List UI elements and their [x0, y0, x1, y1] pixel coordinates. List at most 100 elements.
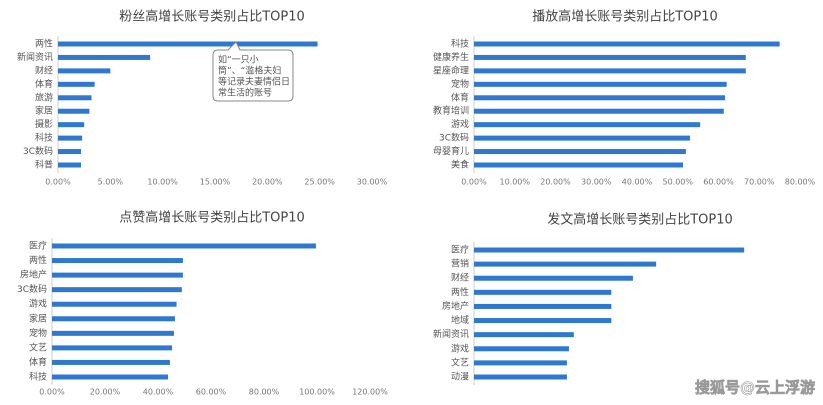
chart-title: 播放高增长账号类别占比TOP10 — [532, 9, 718, 25]
bar — [52, 374, 169, 380]
x-tick-label: 5.00% — [98, 178, 124, 187]
category-label: 体育 — [451, 91, 469, 103]
x-tick-label: 40.00% — [622, 178, 653, 187]
bar — [58, 81, 95, 87]
category-label: 科技 — [451, 38, 469, 50]
x-tick-label: 10.00% — [147, 178, 178, 187]
bar — [58, 149, 82, 155]
x-tick-label: 10.00% — [499, 178, 530, 187]
bar — [474, 95, 726, 101]
category-label: 地域 — [451, 314, 469, 326]
category-label: 家居 — [29, 312, 47, 324]
annotation-text: 如“一只小 — [218, 54, 259, 66]
bar — [474, 303, 612, 309]
category-label: 科技 — [29, 371, 47, 383]
category-label: 房地产 — [442, 300, 469, 312]
bar — [58, 108, 90, 114]
bar — [58, 122, 85, 128]
bar — [52, 316, 175, 322]
category-label: 文艺 — [29, 341, 47, 353]
category-label: 家居 — [35, 105, 53, 117]
bar — [52, 272, 183, 278]
bar — [474, 162, 684, 168]
x-tick-label: 30.00% — [581, 178, 612, 187]
category-label: 教育培训 — [433, 105, 469, 117]
category-label: 宠物 — [29, 327, 47, 339]
category-label: 两性 — [451, 286, 469, 298]
bar — [474, 68, 746, 74]
category-label: 财经 — [35, 64, 53, 76]
bar — [474, 149, 686, 155]
bar — [58, 68, 111, 74]
category-label: 体育 — [35, 78, 53, 90]
bar — [474, 275, 633, 281]
category-label: 财经 — [451, 272, 469, 284]
bar — [52, 258, 183, 264]
category-label: 游戏 — [451, 118, 469, 130]
bar — [474, 289, 612, 295]
category-label: 宠物 — [451, 78, 469, 90]
x-tick-label: 20.00% — [90, 388, 121, 397]
bar — [474, 81, 727, 87]
bar — [52, 301, 177, 307]
category-label: 体育 — [29, 356, 47, 368]
category-label: 摄影 — [35, 118, 53, 130]
x-tick-label: 50.00% — [662, 178, 693, 187]
category-label: 3C数码 — [17, 283, 47, 295]
x-tick-label: 80.00% — [785, 178, 816, 187]
bar — [474, 108, 724, 114]
bar — [474, 247, 745, 253]
bar — [52, 330, 174, 336]
x-tick-label: 40.00% — [143, 388, 174, 397]
category-label: 文艺 — [451, 356, 469, 368]
category-label: 动漫 — [451, 371, 469, 383]
x-tick-label: 0.00% — [461, 178, 487, 187]
category-label: 旅游 — [35, 91, 53, 103]
x-tick-label: 25.00% — [304, 178, 335, 187]
category-label: 3C数码 — [23, 145, 53, 157]
x-tick-label: 0.00% — [39, 388, 65, 397]
category-label: 游戏 — [451, 342, 469, 354]
chart-title: 粉丝高增长账号类别占比TOP10 — [119, 9, 305, 25]
bar — [474, 332, 574, 338]
category-label: 美食 — [451, 159, 469, 171]
annotation-text: 筒”、“滥格夫妇 — [218, 65, 281, 77]
x-tick-label: 60.00% — [196, 388, 227, 397]
x-tick-label: 60.00% — [703, 178, 734, 187]
bar — [58, 162, 82, 168]
bar — [52, 287, 182, 293]
category-label: 房地产 — [20, 269, 47, 281]
chart-title: 发文高增长账号类别占比TOP10 — [547, 212, 733, 228]
x-tick-label: 70.00% — [744, 178, 775, 187]
bar — [474, 261, 657, 267]
category-label: 两性 — [35, 38, 53, 50]
category-label: 科技 — [35, 132, 53, 144]
category-label: 健康养生 — [433, 51, 469, 63]
category-label: 新闻资讯 — [17, 51, 53, 63]
category-label: 两性 — [29, 254, 47, 266]
annotation-text: 常生活的账号 — [218, 87, 272, 99]
chart-title: 点赞高增长账号类别占比TOP10 — [119, 210, 305, 226]
bar — [52, 243, 316, 249]
category-label: 母婴育儿 — [433, 145, 469, 157]
bar — [474, 360, 567, 366]
bar — [474, 122, 701, 128]
bar — [58, 54, 151, 60]
category-label: 营销 — [451, 258, 469, 270]
bar — [52, 359, 170, 365]
watermark: 搜狐号@云上浮游 — [695, 379, 815, 397]
category-label: 医疗 — [451, 244, 469, 256]
category-label: 医疗 — [29, 240, 47, 252]
bar — [58, 135, 83, 141]
x-tick-label: 0.00% — [45, 178, 71, 187]
x-tick-label: 100.00% — [299, 388, 335, 397]
bar — [52, 345, 173, 351]
category-label: 新闻资讯 — [433, 328, 469, 340]
x-tick-label: 30.00% — [357, 178, 388, 187]
bar — [474, 346, 569, 352]
x-tick-label: 20.00% — [252, 178, 283, 187]
bar — [474, 135, 690, 141]
bar — [58, 41, 318, 47]
